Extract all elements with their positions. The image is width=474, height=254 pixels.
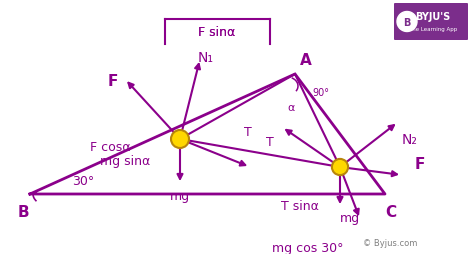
Text: F sinα: F sinα (199, 25, 236, 38)
Circle shape (397, 12, 417, 32)
Text: T sinα: T sinα (281, 199, 319, 212)
FancyBboxPatch shape (394, 4, 468, 41)
Text: mg: mg (170, 189, 190, 202)
Text: B: B (18, 204, 29, 219)
Text: © Byjus.com: © Byjus.com (363, 238, 417, 247)
Text: N₂: N₂ (402, 133, 418, 146)
Text: C: C (385, 204, 396, 219)
Text: N₁: N₁ (198, 51, 214, 65)
Text: T: T (244, 126, 252, 139)
Text: BYJU'S: BYJU'S (415, 12, 451, 22)
Text: mg: mg (340, 211, 360, 224)
Text: mg cos 30°: mg cos 30° (272, 241, 344, 254)
Circle shape (171, 131, 189, 148)
Text: The Learning App: The Learning App (409, 27, 457, 32)
Text: A: A (300, 53, 312, 68)
Text: 90°: 90° (312, 88, 329, 98)
Text: 30°: 30° (72, 175, 94, 188)
Circle shape (332, 159, 348, 176)
Text: mg sinα: mg sinα (100, 155, 150, 168)
Text: F cosα: F cosα (90, 141, 130, 154)
Text: F: F (108, 74, 118, 89)
Text: T: T (266, 136, 274, 149)
Text: B: B (403, 18, 410, 27)
Text: α: α (287, 103, 294, 113)
Text: F sinα: F sinα (199, 26, 236, 39)
Text: F: F (415, 157, 425, 172)
